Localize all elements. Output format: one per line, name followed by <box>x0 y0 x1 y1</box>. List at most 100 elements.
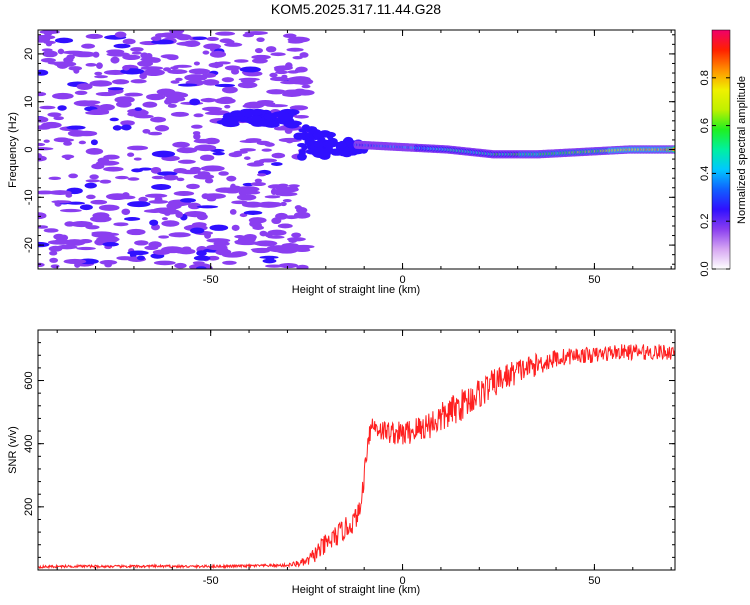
heatmap-cell <box>261 148 272 152</box>
heatmap-cell <box>193 61 200 66</box>
heatmap-cell <box>163 174 179 181</box>
heatmap-cell <box>164 98 173 105</box>
heatmap-cell <box>144 193 168 198</box>
heatmap-cell <box>231 251 248 257</box>
heatmap-cell <box>233 59 249 63</box>
heatmap-cell <box>150 36 162 41</box>
heatmap-cell <box>278 262 299 269</box>
heatmap-cell <box>89 174 99 180</box>
heatmap-cell <box>53 116 64 121</box>
heatmap-cell <box>202 79 220 86</box>
heatmap-cell <box>163 91 186 99</box>
heatmap-cell <box>111 79 130 85</box>
heatmap-cell <box>85 62 97 67</box>
heatmap-cell <box>226 175 237 182</box>
heatmap-cell <box>70 221 93 228</box>
heatmap-cell <box>215 248 232 256</box>
heatmap-cell <box>186 183 200 190</box>
heatmap-cell <box>120 120 135 126</box>
heatmap-cell <box>293 132 305 140</box>
spectrogram-ytick-label: -20 <box>23 237 35 253</box>
heatmap-cell <box>98 103 115 111</box>
heatmap-cell <box>85 194 96 200</box>
heatmap-cell <box>114 31 127 38</box>
heatmap-cell <box>335 141 348 149</box>
heatmap-cell <box>79 204 93 211</box>
heatmap-cell <box>110 56 120 64</box>
heatmap-cell <box>166 202 182 210</box>
snr-xlabel: Height of straight line (km) <box>292 584 420 596</box>
heatmap-cell <box>221 86 238 94</box>
heatmap-cell <box>231 224 240 231</box>
heatmap-cell <box>130 109 149 116</box>
heatmap-cell <box>215 187 235 193</box>
snr-frame <box>37 329 676 571</box>
heatmap-cell <box>142 128 151 134</box>
heatmap-cell <box>204 178 214 184</box>
heatmap-cell <box>269 76 289 82</box>
heatmap-cell <box>242 104 258 109</box>
heatmap-cell <box>173 191 195 196</box>
heatmap-cell <box>264 195 281 199</box>
heatmap-cell <box>43 139 50 143</box>
heatmap-cell <box>115 175 129 180</box>
heatmap-cell <box>243 156 251 160</box>
heatmap-cell <box>283 33 297 39</box>
heatmap-cell <box>49 257 59 263</box>
heatmap-cell <box>206 255 220 261</box>
heatmap-cell <box>190 166 202 172</box>
heatmap-cell <box>122 54 141 61</box>
heatmap-cell <box>43 40 56 45</box>
heatmap-cell <box>116 100 132 108</box>
heatmap-cell <box>48 190 72 195</box>
heatmap-cell <box>242 33 255 38</box>
heatmap-cell <box>257 201 281 208</box>
colorbar-label: Normalized spectral amplitude <box>736 76 748 224</box>
heatmap-cell <box>53 233 65 240</box>
heatmap-cell <box>140 66 164 71</box>
heatmap-cell <box>41 121 62 129</box>
heatmap-cell <box>206 196 217 202</box>
heatmap-cell <box>63 141 73 146</box>
heatmap-cell <box>294 205 302 210</box>
heatmap-cell <box>85 110 110 116</box>
heatmap-cell <box>271 152 286 159</box>
heatmap-cell <box>168 232 191 238</box>
heatmap-cell <box>214 83 236 88</box>
snr-xtick-label: 50 <box>588 575 600 587</box>
heatmap-cell <box>98 204 120 211</box>
heatmap-cell <box>170 80 180 84</box>
heatmap-cell <box>299 52 309 58</box>
heatmap-cell <box>193 173 215 180</box>
heatmap-cell <box>94 75 108 79</box>
heatmap-cell <box>265 46 277 53</box>
heatmap-cell <box>148 199 169 204</box>
heatmap-cell <box>38 116 49 123</box>
spectrogram-ytick-label: 20 <box>23 48 35 60</box>
heatmap-cell <box>219 96 233 102</box>
heatmap-cell <box>151 183 172 191</box>
heatmap-cell <box>94 71 103 76</box>
spectrogram-ytick-label: -10 <box>23 189 35 205</box>
heatmap-cell <box>121 208 131 215</box>
heatmap-cell <box>56 244 78 250</box>
heatmap-cell <box>212 151 225 156</box>
colorbar-ticks: 0.0 0.2 0.4 0.6 0.8 <box>699 29 731 277</box>
heatmap-cell <box>250 109 262 116</box>
heatmap-cell <box>274 111 289 118</box>
heatmap-cell <box>139 73 147 80</box>
heatmap-cell <box>142 101 158 108</box>
heatmap-cell <box>113 43 131 49</box>
colorbar-tick-label: 0.8 <box>699 70 711 85</box>
spectrogram-ytick-label: 0 <box>23 146 35 152</box>
heatmap-cell <box>206 36 219 42</box>
heatmap-cell <box>67 129 87 137</box>
heatmap-cell <box>203 43 222 50</box>
heatmap-cell <box>122 38 136 45</box>
heatmap-cell <box>66 201 86 205</box>
spectrogram-xtick-label: 50 <box>588 274 600 286</box>
heatmap-cell <box>137 60 154 67</box>
heatmap-cell <box>134 240 149 246</box>
heatmap-cell <box>270 162 283 166</box>
heatmap-cell <box>151 150 176 158</box>
